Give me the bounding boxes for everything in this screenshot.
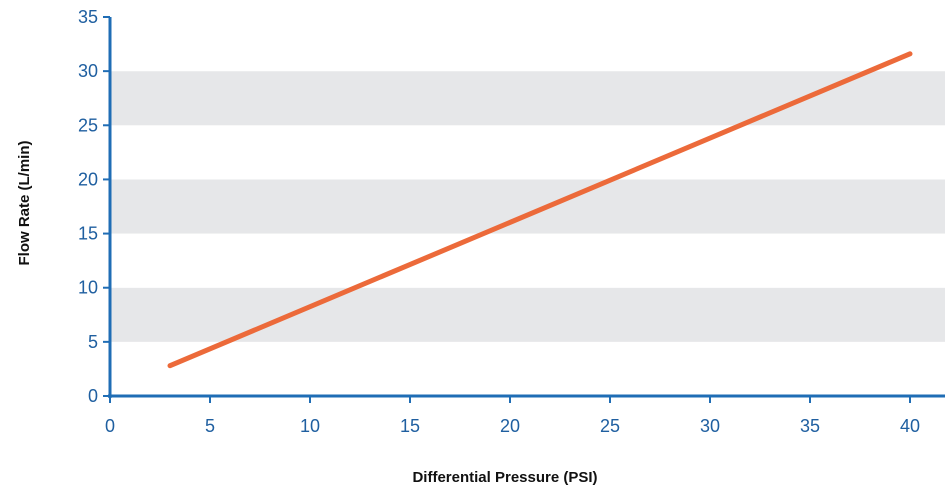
x-tick-label: 35 xyxy=(800,416,820,436)
x-tick-label: 15 xyxy=(400,416,420,436)
y-tick-label: 15 xyxy=(78,224,98,244)
grid-band xyxy=(110,125,945,180)
y-tick-label: 30 xyxy=(78,61,98,81)
x-tick-label: 0 xyxy=(105,416,115,436)
x-tick-label: 25 xyxy=(600,416,620,436)
x-tick-label: 20 xyxy=(500,416,520,436)
x-tick-label: 10 xyxy=(300,416,320,436)
y-axis-title: Flow Rate (L/min) xyxy=(16,141,33,266)
y-tick-label: 35 xyxy=(78,7,98,27)
y-tick-label: 5 xyxy=(88,332,98,352)
y-tick-label: 20 xyxy=(78,169,98,189)
grid-band xyxy=(110,17,945,72)
axes xyxy=(108,17,945,398)
x-axis-ticks: 0 5 10 15 20 25 30 35 40 xyxy=(105,396,920,436)
y-tick-label: 0 xyxy=(88,386,98,406)
y-tick-label: 10 xyxy=(78,278,98,298)
x-tick-label: 5 xyxy=(205,416,215,436)
series-line xyxy=(167,51,913,369)
y-tick-label: 25 xyxy=(78,115,98,135)
grid-band xyxy=(110,179,945,234)
y-axis-ticks: 0 5 10 15 20 25 30 35 xyxy=(78,7,110,406)
x-tick-label: 30 xyxy=(700,416,720,436)
grid-band xyxy=(110,71,945,126)
x-axis-title: Differential Pressure (PSI) xyxy=(412,469,597,486)
x-tick-label: 40 xyxy=(900,416,920,436)
grid-band xyxy=(110,287,945,342)
grid-band xyxy=(110,233,945,288)
grid-band xyxy=(110,341,945,396)
series-layer xyxy=(167,51,913,369)
